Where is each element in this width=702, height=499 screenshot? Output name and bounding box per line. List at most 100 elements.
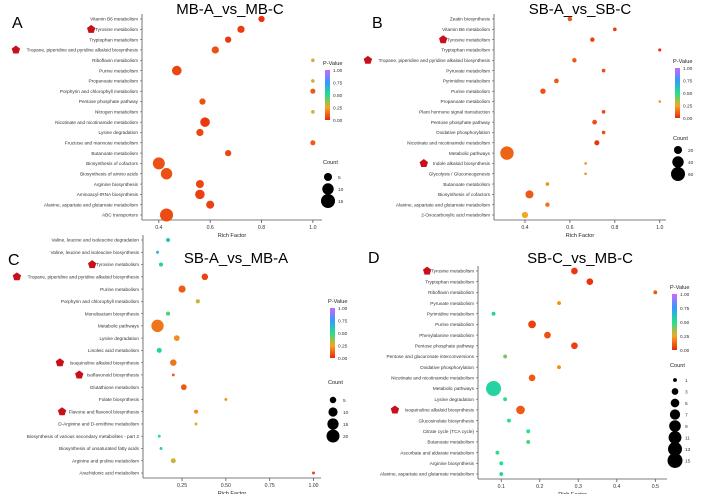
category-label: Glucosinolate biosynthesis	[419, 418, 475, 423]
category-label: Riboflavin metabolism	[428, 290, 474, 295]
data-point	[206, 200, 215, 209]
data-point	[554, 78, 559, 84]
data-point	[601, 130, 606, 135]
category-label: Biosynthesis of various secondary metabo…	[27, 434, 140, 439]
count-legend-label: 10	[343, 410, 349, 416]
category-label: Pyrimidine metabolism	[443, 79, 490, 84]
data-point	[500, 146, 514, 160]
data-point	[557, 301, 561, 305]
category-label: Purine metabolism	[99, 68, 138, 73]
category-label: Arginine biosynthesis	[430, 461, 475, 466]
data-point	[258, 15, 265, 23]
count-legend-label: 10	[338, 187, 344, 193]
count-legend-title: Count	[673, 136, 688, 142]
category-label: Nitrogen metabolism	[95, 110, 138, 115]
panel-title: MB-A_vs_MB-C	[176, 1, 284, 18]
category-label: Porphyrin and chlorophyll metabolism	[60, 89, 138, 94]
category-label: Purine metabolism	[100, 287, 139, 292]
panel-b: B SB-A_vs_SB-C 0.4 0.6 0.8 1.0 Rich Factor Zeat…	[363, 1, 694, 239]
highlight-marker-icon	[390, 405, 400, 414]
category-label: Riboflavin metabolism	[92, 58, 138, 63]
count-legend-dot	[328, 407, 338, 417]
panel-letter: D	[368, 250, 380, 267]
data-point	[160, 168, 173, 180]
panel-letter: A	[12, 15, 23, 32]
count-legend-dot	[327, 418, 339, 430]
category-label: Isoquinoline alkaloid biosynthesis	[70, 360, 140, 365]
pvalue-legend-title: P-Value	[328, 299, 348, 305]
data-point	[159, 447, 163, 450]
count-legend-label: 5	[343, 398, 346, 404]
category-label: ABC transporters	[102, 213, 139, 218]
count-legend-label: 15	[338, 199, 344, 205]
x-tick-label: 0.6	[566, 225, 573, 231]
pvalue-tick-label: 1.00	[333, 68, 343, 74]
category-label: Zeatin biosynthesis	[450, 17, 491, 22]
data-point	[571, 267, 578, 275]
data-point	[584, 162, 587, 165]
data-point	[503, 354, 508, 359]
data-point	[172, 65, 182, 76]
data-point	[171, 373, 175, 377]
data-point	[658, 100, 662, 103]
pvalue-tick-label: 0.50	[680, 320, 690, 326]
panel-c: C SB-A_vs_MB-A 0.25 0.50 0.75 1.00 Rich Factor…	[8, 235, 349, 497]
data-point	[165, 311, 171, 316]
category-label: Metabolic pathways	[433, 386, 475, 391]
category-label: Pentose phosphate pathway	[79, 99, 139, 104]
category-label: Pyruvate metabolism	[446, 68, 490, 73]
data-point	[151, 319, 164, 333]
pvalue-colorbar	[325, 70, 330, 120]
count-legend-dot	[671, 388, 679, 395]
x-tick-label: 0.25	[177, 483, 187, 489]
count-legend-label: 40	[688, 160, 694, 166]
category-label: Tropane, piperidine and pyridine alkaloi…	[28, 274, 140, 279]
count-legend-label: 9	[685, 424, 688, 430]
category-label: Pentose and glucuronate interconversions	[386, 354, 474, 359]
data-point	[499, 461, 504, 466]
category-label: Plant hormone signal transduction	[419, 110, 490, 115]
count-legend-dot	[667, 453, 683, 468]
category-label: Oxidative phosphorylation	[420, 365, 474, 370]
category-label: Pyrimidine metabolism	[427, 311, 474, 316]
category-label: Isoquinoline alkaloid biosynthesis	[405, 408, 475, 413]
pvalue-tick-label: 0.75	[333, 80, 343, 86]
data-point	[545, 202, 550, 207]
x-tick-label: 0.1	[498, 484, 505, 490]
pvalue-tick-label: 0.25	[338, 343, 348, 349]
count-legend-dot	[329, 396, 337, 404]
category-label: Tyrosine metabolism	[447, 37, 490, 42]
panel-letter: C	[8, 252, 20, 269]
x-axis-label: Rich Factor	[218, 233, 247, 239]
category-label: Propanoate metabolism	[440, 99, 490, 104]
data-point	[178, 285, 186, 293]
panel-title: SB-C_vs_MB-C	[527, 250, 633, 267]
highlight-marker-icon	[12, 272, 22, 281]
count-legend-dot	[668, 442, 682, 456]
category-label: Alanine, aspartate and glutamate metabol…	[380, 472, 474, 477]
x-tick-label: 0.75	[265, 483, 275, 489]
panel-d: DSB-C_vs_MB-C0.10.20.30.40.5Rich FactorT…	[368, 250, 691, 498]
x-tick-label: 1.0	[656, 225, 663, 231]
category-label: Aminoacyl-tRNA biosynthesis	[77, 192, 139, 197]
category-label: Monobactam biosynthesis	[85, 311, 140, 316]
data-point	[195, 189, 205, 200]
data-point	[526, 429, 531, 434]
pvalue-colorbar	[672, 294, 677, 350]
data-point	[653, 290, 658, 295]
count-legend-dot	[669, 420, 681, 432]
data-point	[199, 98, 206, 105]
data-point	[491, 311, 496, 316]
data-point	[310, 88, 316, 94]
category-label: Valine, leucine and isoleucine degradati…	[52, 238, 140, 243]
data-point	[311, 58, 315, 63]
data-point	[170, 359, 177, 366]
data-point	[211, 46, 219, 54]
category-label: Nicotinate and nicotinamide metabolism	[407, 140, 490, 145]
category-label: Lysine degradation	[100, 336, 140, 341]
category-label: Tryptophan metabolism	[425, 279, 474, 284]
count-legend-title: Count	[670, 363, 685, 369]
category-label: Butanoate metabolism	[427, 440, 474, 445]
category-label: Biosynthesis of cofactors	[86, 161, 139, 166]
